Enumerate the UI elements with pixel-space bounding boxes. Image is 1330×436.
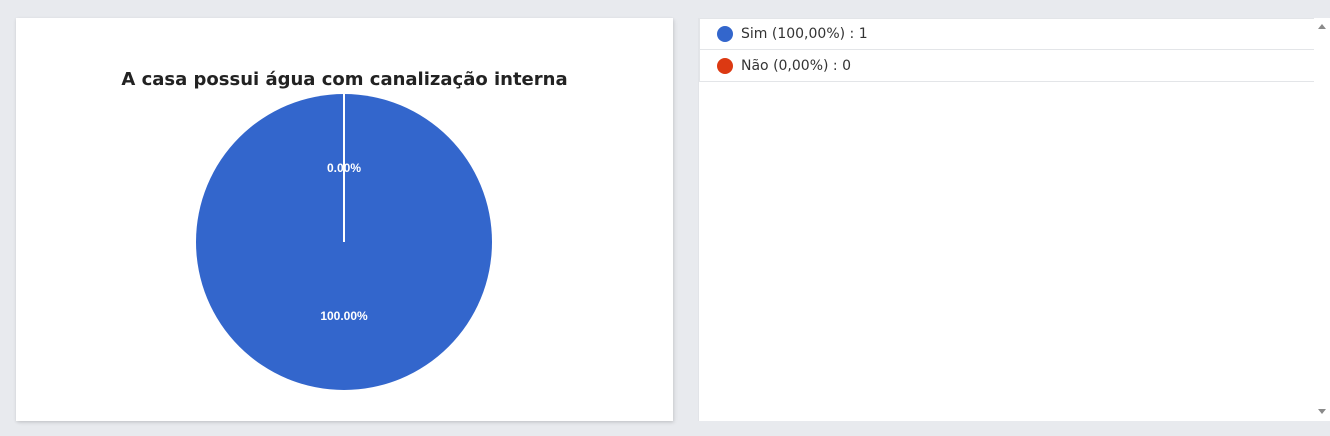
chart-card: A casa possui água com canalização inter…	[16, 18, 673, 421]
legend-dot-nao	[717, 57, 733, 74]
scroll-up-arrow-icon[interactable]	[1318, 24, 1326, 29]
scroll-down-arrow-icon[interactable]	[1318, 409, 1326, 414]
legend-item-nao[interactable]: Não (0,00%) : 0	[699, 50, 1315, 82]
data-label-nao: 0.00%	[327, 161, 361, 175]
pie-chart: 100.00% 0.00%	[196, 94, 492, 390]
legend-label-nao: Não (0,00%) : 0	[741, 57, 851, 74]
legend-dot-sim	[717, 26, 733, 42]
data-label-sim: 100.00%	[320, 309, 368, 323]
legend-panel: Sim (100,00%) : 1 Não (0,00%) : 0	[698, 18, 1315, 421]
legend-scrollbar[interactable]	[1314, 18, 1330, 421]
legend-item-sim[interactable]: Sim (100,00%) : 1	[699, 18, 1315, 50]
chart-title: A casa possui água com canalização inter…	[121, 69, 568, 90]
legend-label-sim: Sim (100,00%) : 1	[741, 26, 868, 42]
